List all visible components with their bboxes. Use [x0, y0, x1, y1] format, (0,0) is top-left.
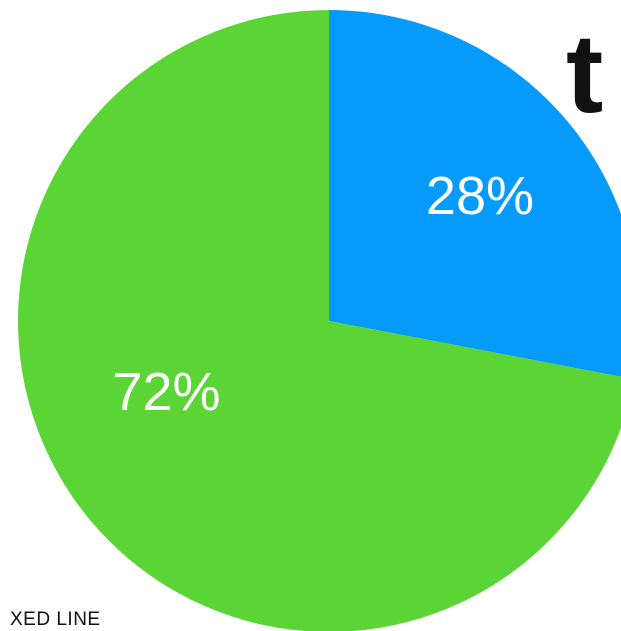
pie-slice-2	[18, 10, 621, 631]
footer-caption-fragment: XED LINE	[10, 609, 101, 630]
pie-slice-1	[329, 10, 621, 377]
chart-title-fragment: t	[566, 11, 604, 136]
pie-slice-label-2: 72%	[112, 362, 220, 422]
pie-slices	[18, 10, 621, 631]
pie-slice-label-1: 28%	[426, 166, 534, 226]
pie-labels: 28% 72%	[112, 166, 534, 422]
